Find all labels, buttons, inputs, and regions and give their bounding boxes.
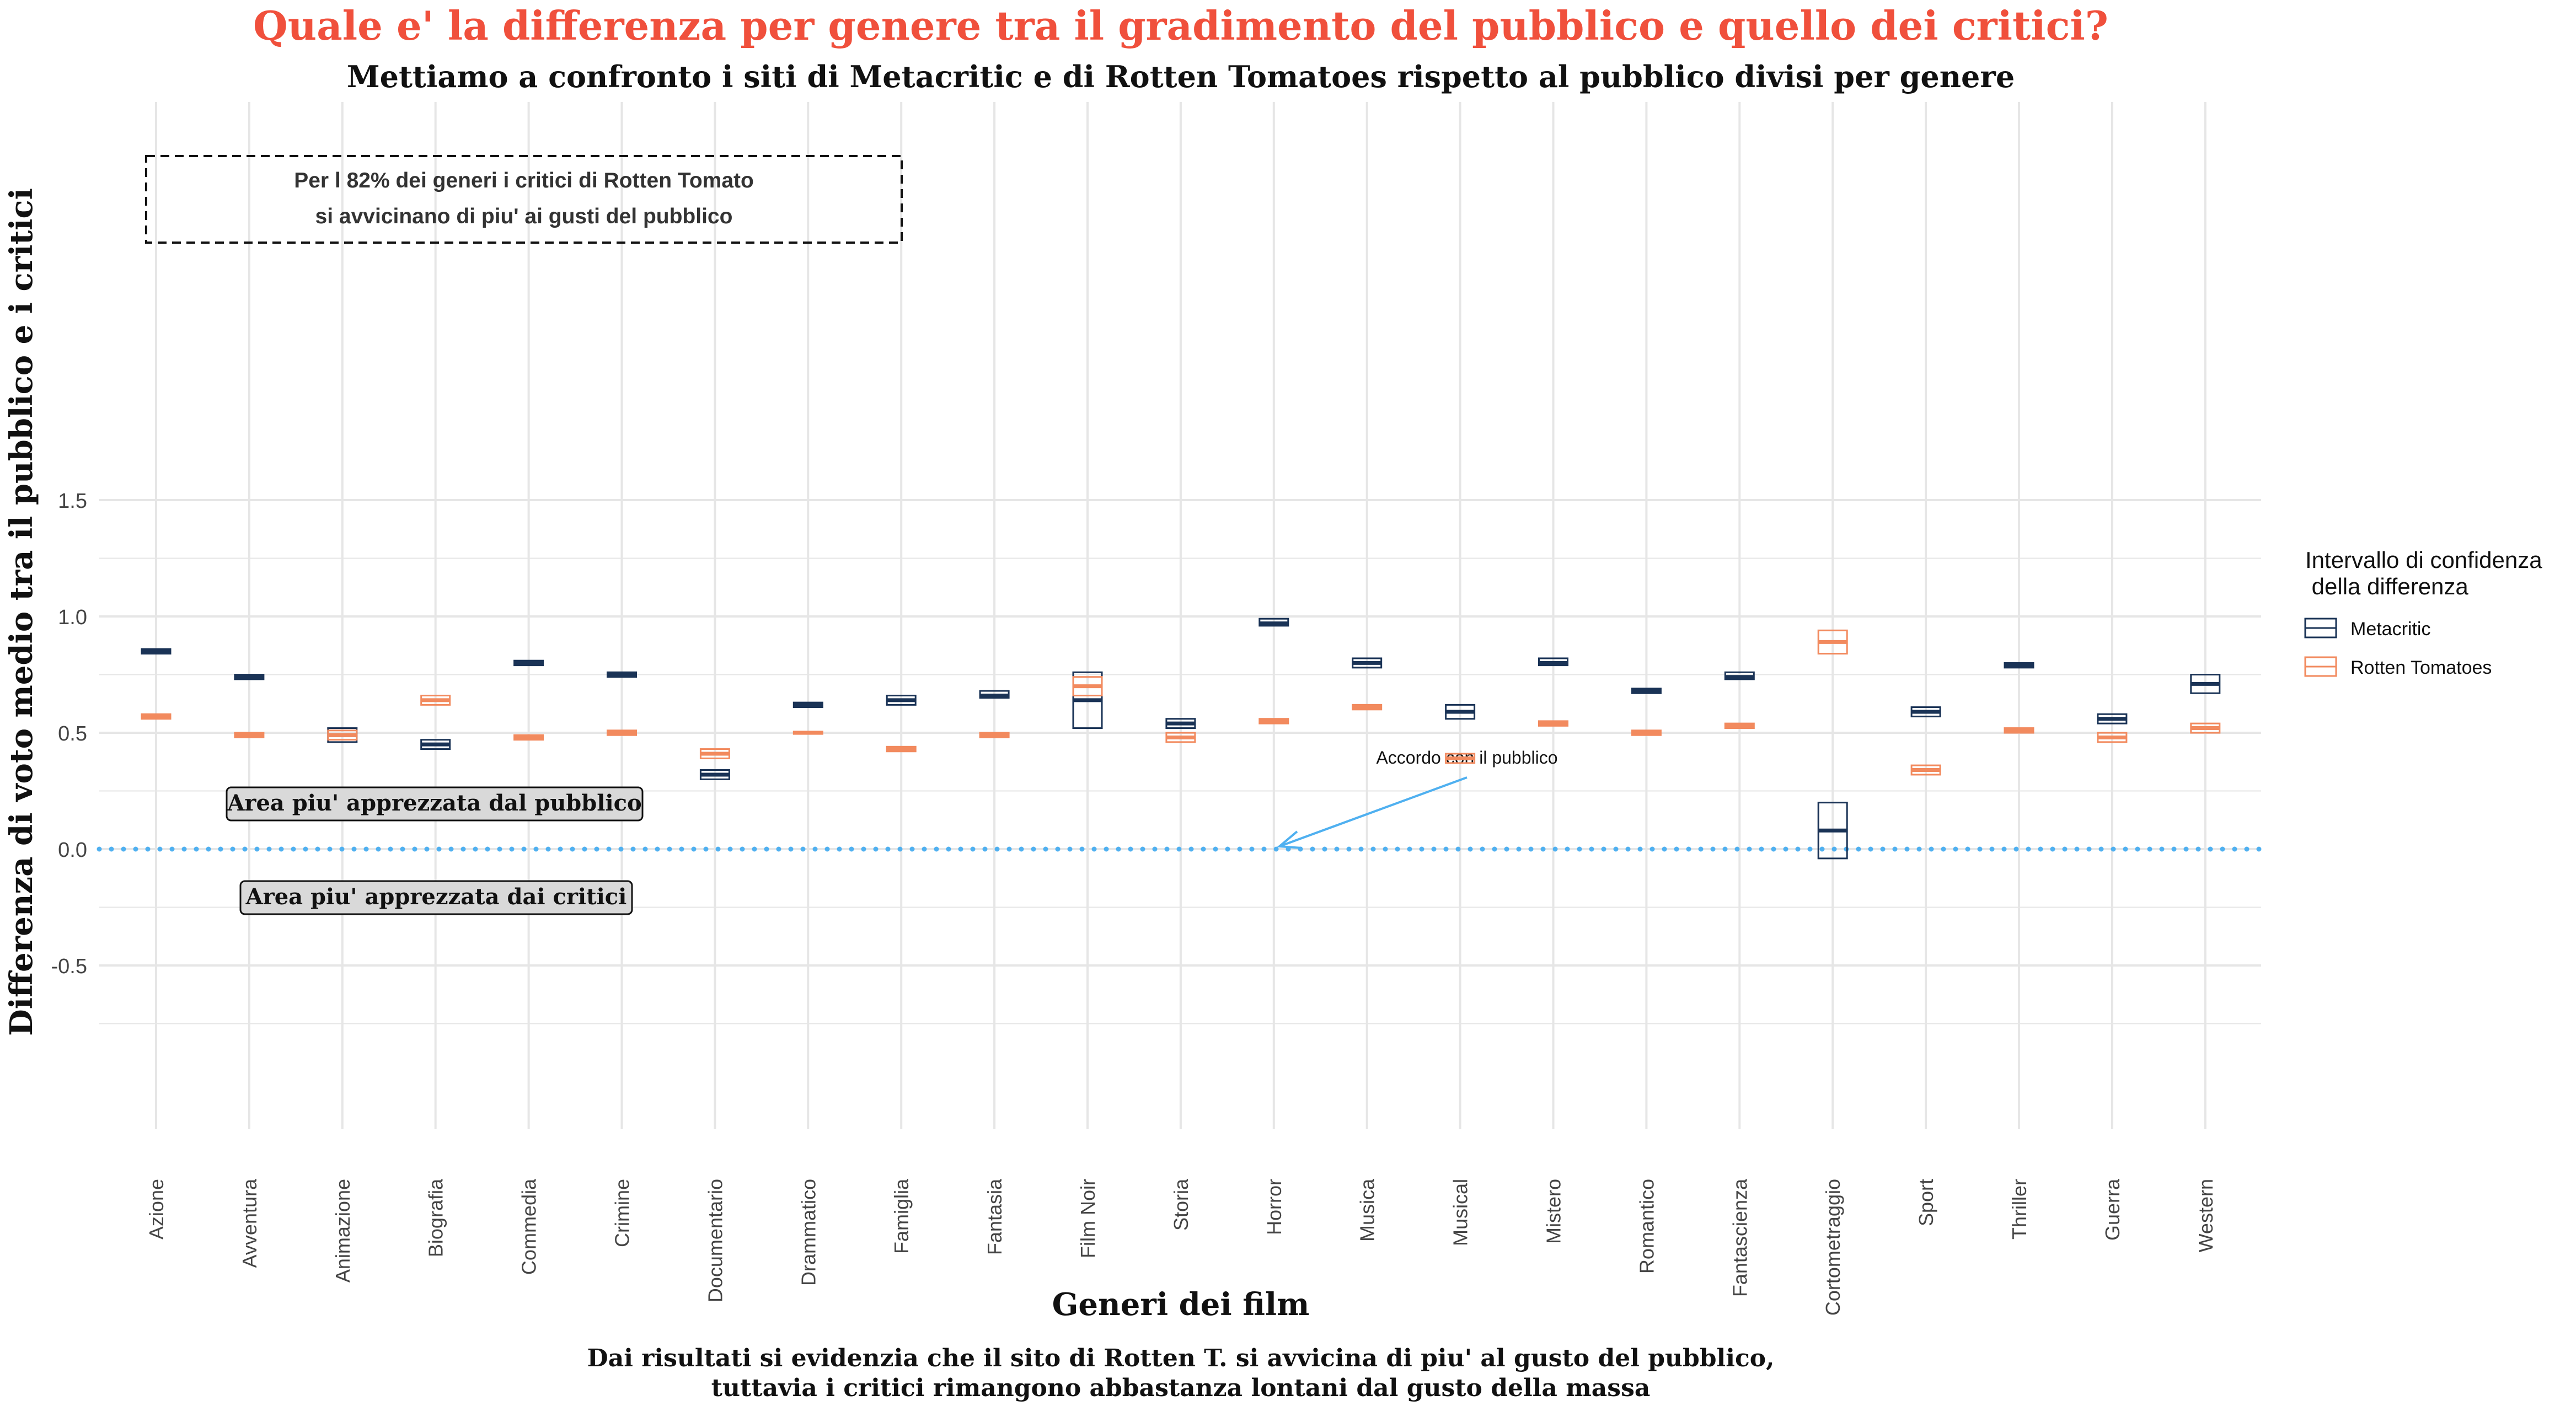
x-tick-label: Avventura [238, 1178, 261, 1268]
x-tick-label: Biografia [425, 1178, 447, 1257]
x-tick-label: Commedia [518, 1178, 540, 1275]
caption-line2: tuttavia i critici rimangono abbastanza … [711, 1374, 1651, 1402]
y-axis-ticks: -0.5 0.0 0.5 1.0 1.5 [51, 490, 87, 978]
x-tick-label: Sport [1915, 1179, 1937, 1226]
x-tick-label: Musica [1356, 1178, 1379, 1242]
x-tick-label: Documentario [704, 1179, 726, 1302]
x-tick-label: Azione [145, 1179, 168, 1239]
y-tick-label: 0.0 [58, 839, 87, 862]
label-below: Area piu' apprezzata dai critici [245, 884, 627, 910]
caption-line1: Dai risultati si evidenzia che il sito d… [587, 1344, 1775, 1372]
x-tick-label: Fantasia [983, 1178, 1006, 1255]
x-tick-label: Guerra [2101, 1178, 2124, 1241]
y-axis-title: Differenza di voto medio tra il pubblico… [3, 188, 40, 1036]
label-above-bg [226, 786, 644, 822]
arrow-line [1279, 776, 1468, 847]
x-tick-label: Mistero [1543, 1179, 1565, 1244]
crossbars [141, 618, 2221, 860]
x-tick-label: Fantascienza [1728, 1178, 1751, 1297]
legend: Intervallo di confidenza della differenz… [2304, 547, 2542, 678]
y-tick-label: -0.5 [51, 955, 87, 978]
annotation-box-line1: Per l 82% dei generi i critici di Rotten… [294, 169, 754, 192]
arrow-head [1276, 830, 1303, 849]
legend-item-label: Metacritic [2350, 619, 2430, 640]
x-tick-label: Animazione [331, 1179, 354, 1282]
x-tick-label: Crimine [611, 1179, 634, 1247]
y-tick-label: 1.0 [58, 606, 87, 629]
x-axis-title: Generi dei film [1052, 1286, 1310, 1323]
label-above: Area piu' apprezzata dal pubblico [227, 790, 641, 816]
annotation-box-line2: si avvicinano di piu' ai gusti del pubbl… [315, 205, 733, 228]
x-tick-label: Romantico [1635, 1179, 1658, 1274]
x-axis-ticks: Azione Avventura Animazione Biografia Commed… [145, 1178, 2217, 1316]
y-tick-label: 1.5 [58, 490, 87, 513]
x-tick-label: Musical [1449, 1179, 1472, 1246]
x-tick-label: Film Noir [1077, 1179, 1099, 1258]
x-tick-label: Horror [1263, 1179, 1286, 1235]
chart-subtitle: Mettiamo a confronto i siti di Metacriti… [347, 59, 2015, 94]
grid [99, 102, 2261, 1129]
x-tick-label: Famiglia [890, 1178, 913, 1254]
legend-item-label: Rotten Tomatoes [2350, 657, 2492, 678]
x-tick-label: Cortometraggio [1822, 1179, 1844, 1316]
legend-title-line1: Intervallo di confidenza [2305, 547, 2542, 573]
y-tick-label: 0.5 [58, 722, 87, 745]
label-below-bg [239, 880, 633, 915]
x-tick-label: Drammatico [797, 1179, 820, 1286]
annotation-box [145, 155, 903, 244]
legend-title-line2: della differenza [2305, 573, 2468, 599]
x-tick-label: Storia [1170, 1178, 1192, 1231]
x-tick-label: Western [2194, 1179, 2217, 1252]
chart-title: Quale e' la differenza per genere tra il… [253, 2, 2108, 49]
x-tick-label: Thriller [2008, 1179, 2031, 1239]
